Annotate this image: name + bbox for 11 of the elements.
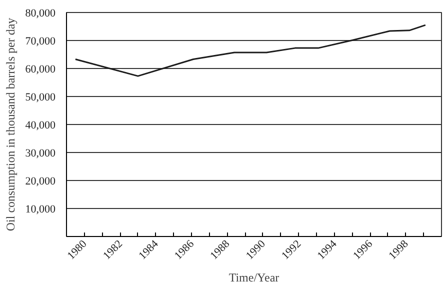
y-tick-label: 70,000 xyxy=(25,36,56,48)
x-axis-title: Time/Year xyxy=(228,270,280,285)
y-axis-title: Oil consumption in thousand barrels per day xyxy=(3,18,18,232)
y-tick-label: 20,000 xyxy=(25,176,56,188)
y-tick-label: 40,000 xyxy=(25,120,56,132)
y-tick-label: 50,000 xyxy=(25,92,56,104)
line-series xyxy=(74,24,426,77)
y-tick-label: 60,000 xyxy=(25,64,56,76)
y-tick-label: 80,000 xyxy=(25,8,56,20)
y-tick-label: 10,000 xyxy=(25,204,56,216)
y-tick-label: 30,000 xyxy=(25,148,56,160)
